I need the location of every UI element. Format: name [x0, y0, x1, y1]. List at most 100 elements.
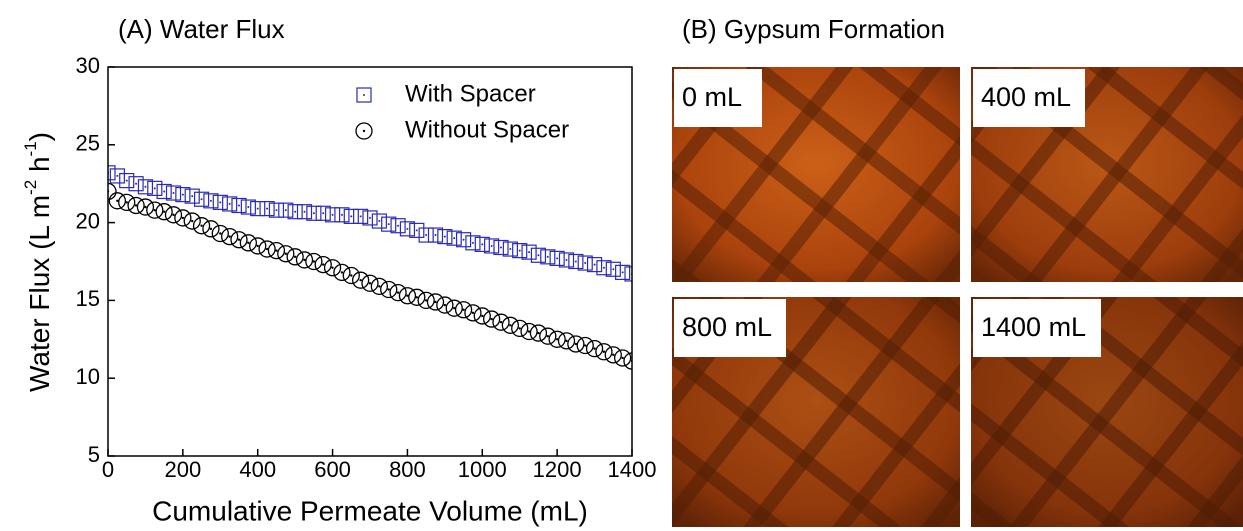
image-label: 0 mL — [682, 82, 742, 112]
marker-dot — [238, 239, 240, 241]
marker — [605, 347, 621, 363]
marker — [287, 249, 303, 265]
x-tick-label: 200 — [164, 457, 201, 482]
marker-dot — [285, 253, 287, 255]
marker — [343, 268, 359, 284]
marker-dot — [229, 203, 231, 205]
marker-dot — [388, 223, 390, 225]
marker-dot — [294, 211, 296, 213]
marker-dot — [182, 194, 184, 196]
marker — [362, 275, 378, 291]
marker-dot — [509, 248, 511, 250]
y-tick-label: 15 — [76, 286, 100, 311]
marker-dot — [266, 208, 268, 210]
marker-dot — [304, 211, 306, 213]
marker — [390, 285, 406, 301]
marker-dot — [500, 246, 502, 248]
marker-dot — [500, 321, 502, 323]
marker-dot — [126, 201, 128, 203]
marker-dot — [537, 254, 539, 256]
y-label-sup: -2 — [21, 180, 40, 195]
panel-title: (B) Gypsum Formation — [682, 14, 945, 44]
x-tick-label: 400 — [239, 457, 276, 482]
marker-dot — [294, 256, 296, 258]
marker — [231, 232, 247, 248]
x-tick-label: 1000 — [458, 457, 507, 482]
x-tick-label: 600 — [314, 457, 351, 482]
marker — [156, 204, 172, 220]
figure: (A) Water Flux Cumulative Permeate Volum… — [0, 0, 1243, 531]
marker-dot — [547, 256, 549, 258]
marker-dot — [575, 261, 577, 263]
marker-dot — [313, 212, 315, 214]
marker — [203, 221, 219, 237]
marker-dot — [363, 94, 365, 96]
y-tick-label: 25 — [76, 131, 100, 156]
marker-dot — [116, 175, 118, 177]
micrograph: 1400 mL — [971, 297, 1243, 527]
marker-dot — [154, 187, 156, 189]
marker-dot — [363, 130, 365, 132]
marker-dot — [322, 263, 324, 265]
marker-dot — [519, 250, 521, 252]
marker — [315, 257, 331, 273]
marker — [530, 325, 546, 341]
marker-dot — [135, 183, 137, 185]
marker — [615, 350, 631, 366]
y-axis-label: Water Flux (L m-2 h-1) — [21, 132, 55, 392]
marker — [194, 218, 210, 234]
marker-dot — [247, 206, 249, 208]
marker-dot — [378, 220, 380, 222]
marker-dot — [173, 192, 175, 194]
marker-dot — [359, 279, 361, 281]
marker — [334, 264, 350, 280]
marker-dot — [350, 274, 352, 276]
marker-dot — [388, 288, 390, 290]
marker-dot — [584, 344, 586, 346]
chart-title: (A) Water Flux — [118, 14, 285, 44]
marker — [577, 338, 593, 354]
marker-dot — [219, 232, 221, 234]
marker — [502, 317, 518, 333]
marker — [325, 260, 341, 276]
marker — [493, 314, 509, 330]
marker — [306, 254, 322, 270]
marker-dot — [481, 243, 483, 245]
marker — [596, 344, 612, 360]
marker-dot — [397, 291, 399, 293]
marker-dot — [341, 271, 343, 273]
y-label-part: h — [24, 156, 55, 179]
marker-dot — [472, 242, 474, 244]
marker-dot — [434, 301, 436, 303]
marker-dot — [603, 267, 605, 269]
marker-dot — [200, 225, 202, 227]
marker — [357, 88, 371, 102]
marker-dot — [481, 315, 483, 317]
marker — [465, 305, 481, 321]
marker — [166, 207, 182, 223]
marker — [268, 243, 284, 259]
marker-dot — [556, 257, 558, 259]
plot-area: 020040060080010001200140051015202530With… — [76, 53, 657, 482]
marker-dot — [584, 262, 586, 264]
marker-dot — [416, 296, 418, 298]
y-label-part: Water Flux (L m — [24, 195, 55, 392]
image-label: 800 mL — [682, 312, 772, 342]
marker — [419, 228, 433, 242]
marker-dot — [566, 259, 568, 261]
marker-dot — [210, 228, 212, 230]
marker-dot — [519, 327, 521, 329]
marker-dot — [322, 212, 324, 214]
marker — [356, 123, 372, 139]
marker-dot — [228, 235, 230, 237]
marker — [456, 302, 472, 318]
marker-dot — [163, 190, 165, 192]
marker-dot — [603, 351, 605, 353]
marker-dot — [369, 282, 371, 284]
marker-dot — [453, 237, 455, 239]
marker-dot — [509, 324, 511, 326]
marker-dot — [163, 211, 165, 213]
marker-dot — [594, 264, 596, 266]
x-tick-label: 0 — [102, 457, 114, 482]
